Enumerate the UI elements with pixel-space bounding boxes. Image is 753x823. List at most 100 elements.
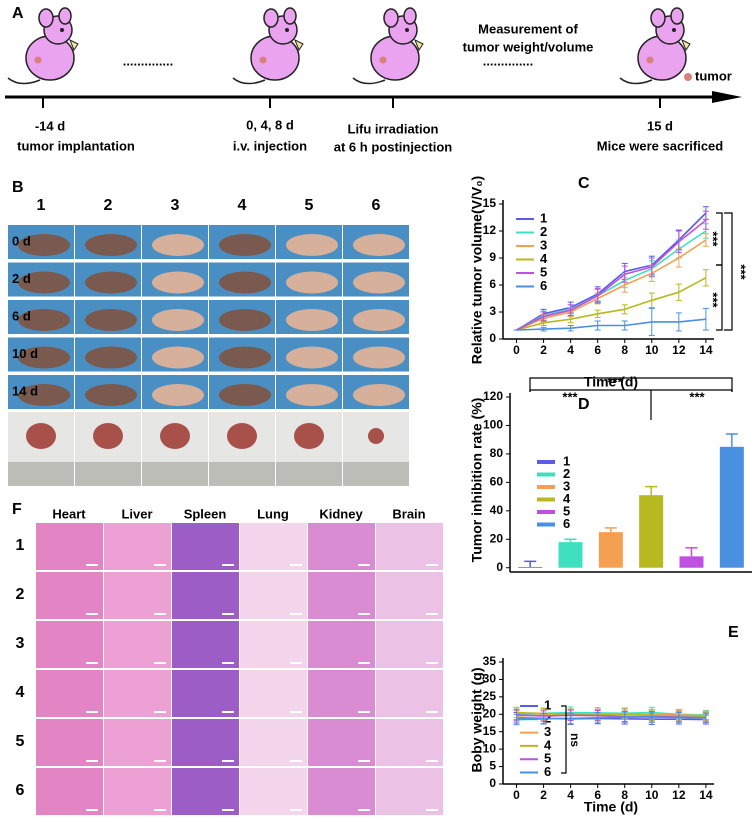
tissue-image: [376, 719, 443, 766]
y-tick-label: 5: [489, 759, 496, 773]
row-label: 10 d: [12, 346, 38, 361]
legend-swatch: [537, 485, 555, 489]
legend-label: 6: [544, 764, 551, 779]
tissue-image: [104, 768, 171, 815]
legend-label: 1: [540, 210, 547, 225]
column-label: 3: [171, 197, 180, 214]
tissue-image: [376, 670, 443, 717]
x-tick-label: 14: [699, 788, 713, 802]
legend-label: 5: [544, 751, 551, 766]
series-line: [516, 219, 707, 331]
mouse-body: [152, 384, 204, 406]
tissue-image: [376, 523, 443, 570]
y-tick-label: 15: [483, 724, 497, 738]
row-label: 5: [16, 733, 25, 750]
legend-label: 2: [563, 466, 570, 481]
tissue-image: [308, 621, 375, 668]
mouse-body: [152, 346, 204, 369]
event-label: Measurement of: [478, 21, 578, 36]
tissue-image: [376, 572, 443, 619]
legend-swatch: [537, 460, 555, 464]
y-tick-label: 10: [483, 741, 497, 755]
x-tick-label: 10: [645, 788, 659, 802]
annotation: ***: [706, 292, 721, 308]
panel-label: E: [728, 624, 739, 641]
tissue-image: [376, 768, 443, 815]
tissue-image: [308, 572, 375, 619]
tissue-image: [308, 670, 375, 717]
row-label: 0 d: [12, 233, 31, 248]
ellipsis: ..............: [123, 53, 174, 68]
x-tick-label: 10: [645, 343, 659, 357]
mouse-icon: [619, 7, 691, 85]
legend-label: 4: [563, 491, 571, 506]
mouse-body: [219, 346, 271, 369]
legend-label: 3: [563, 478, 570, 493]
tissue-image: [172, 768, 239, 815]
tissue-image: [104, 670, 171, 717]
mouse-body: [152, 309, 204, 331]
bar: [679, 556, 704, 568]
mouse-icon: [232, 7, 304, 85]
mouse-icon: [352, 7, 424, 85]
mouse-body: [219, 271, 271, 294]
mouse-body: [219, 234, 271, 256]
mouse-body: [219, 309, 271, 331]
legend-label: 1: [563, 453, 570, 468]
significance-bracket: [724, 212, 733, 331]
y-tick-label: 25: [483, 689, 497, 703]
legend-label: 4: [540, 251, 548, 266]
panel-label: F: [12, 501, 22, 518]
event-label: tumor implantation: [17, 138, 135, 153]
day-label: 0, 4, 8 d: [246, 117, 294, 132]
y-tick-label: 0: [489, 331, 496, 345]
legend-label: 1: [544, 697, 551, 712]
column-label: 6: [372, 197, 381, 214]
panel-label: D: [578, 396, 590, 413]
mouse-body: [353, 271, 405, 294]
mouse-body: [85, 309, 137, 331]
y-axis-label: Relative tumor volume(V/V₀): [469, 176, 485, 364]
tissue-image: [104, 523, 171, 570]
tissue-image: [36, 572, 103, 619]
mouse-body: [152, 271, 204, 294]
mouse-body: [353, 309, 405, 331]
tumor: [26, 423, 56, 449]
tissue-image: [172, 572, 239, 619]
y-tick-label: 9: [489, 250, 496, 264]
legend-swatch: [537, 522, 555, 527]
ruler: [142, 462, 208, 486]
row-label: 1: [16, 537, 25, 554]
series-line: [516, 711, 706, 718]
ruler: [8, 462, 74, 486]
x-tick-label: 12: [672, 788, 686, 802]
tissue-image: [172, 523, 239, 570]
tissue-image: [308, 523, 375, 570]
tumor-dot: [684, 73, 692, 81]
tissue-image: [240, 621, 307, 668]
significance-bracket: [716, 264, 723, 331]
day-label: -14 d: [35, 118, 65, 133]
series-line: [516, 230, 707, 331]
row-label: 2 d: [12, 271, 31, 286]
tissue-image: [240, 670, 307, 717]
tissue-image: [308, 719, 375, 766]
y-tick-label: 35: [483, 654, 497, 668]
x-tick-label: 0: [513, 343, 520, 357]
y-tick-label: 80: [490, 446, 504, 460]
annotation: ns: [568, 733, 582, 747]
mouse-body: [18, 346, 70, 369]
column-label: Brain: [392, 506, 425, 521]
tissue-image: [36, 768, 103, 815]
significance-bracket: [651, 389, 733, 392]
row-label: 2: [16, 586, 25, 603]
mouse-body: [18, 271, 70, 294]
x-tick-label: 8: [621, 788, 628, 802]
legend-swatch: [537, 497, 555, 502]
tumor: [93, 423, 123, 449]
annotation: ***: [734, 264, 749, 280]
column-label: Spleen: [184, 506, 227, 521]
significance-bracket: [561, 705, 567, 774]
column-label: Kidney: [319, 506, 363, 521]
annotation: ***: [607, 374, 623, 389]
